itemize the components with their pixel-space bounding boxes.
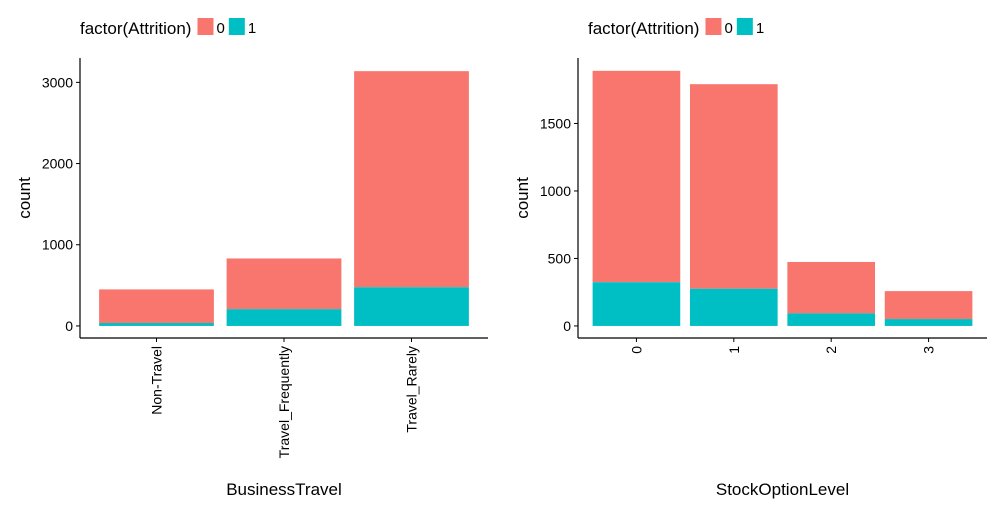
legend-label-0: 0 — [216, 20, 224, 37]
stock-option-level-panel: 0 500 1000 1500 0 1 2 3 StockOptionLevel count fac… — [513, 18, 987, 499]
bar-3-attrition-1 — [884, 319, 973, 326]
x-tick-label: 1 — [726, 346, 742, 354]
legend-swatch-1 — [228, 18, 245, 35]
business-travel-panel: 0 1000 2000 3000 Non-Travel Travel_Frequently… — [15, 18, 488, 499]
legend-title: factor(Attrition) — [80, 19, 191, 38]
legend-label-0: 0 — [724, 20, 732, 37]
legend: factor(Attrition) 0 1 — [80, 18, 256, 38]
y-tick-label: 500 — [548, 250, 572, 266]
x-tick-label: Travel_Frequently — [276, 346, 292, 458]
bar-3-attrition-0 — [884, 291, 973, 320]
x-tick-label: 2 — [823, 346, 839, 354]
y-tick-label: 3000 — [42, 74, 73, 90]
bar-travel-frequently-attrition-1 — [226, 309, 342, 326]
x-tick-label: Travel_Rarely — [404, 346, 420, 433]
x-tick-label: 3 — [921, 346, 937, 354]
x-tick-label: 0 — [628, 346, 644, 354]
bar-2-attrition-1 — [787, 313, 876, 326]
bar-0-attrition-1 — [592, 282, 681, 326]
y-tick-label: 1500 — [540, 115, 571, 131]
bar-travel-frequently-attrition-0 — [226, 258, 342, 310]
bar-travel-rarely-attrition-1 — [354, 287, 469, 326]
y-tick-label: 1000 — [540, 183, 571, 199]
y-tick-label: 0 — [65, 318, 73, 334]
bar-0-attrition-0 — [592, 70, 681, 283]
y-tick-label: 0 — [563, 318, 571, 334]
legend-swatch-0 — [705, 18, 722, 35]
y-axis-title: count — [15, 177, 34, 219]
legend-label-1: 1 — [756, 20, 764, 37]
bar-travel-rarely-attrition-0 — [354, 71, 469, 288]
legend-label-1: 1 — [248, 20, 256, 37]
x-axis-title: StockOptionLevel — [716, 480, 849, 499]
legend-swatch-1 — [736, 18, 753, 35]
x-axis-title: BusinessTravel — [226, 480, 342, 499]
bar-1-attrition-1 — [689, 288, 778, 326]
y-tick-label: 2000 — [42, 156, 73, 172]
y-axis-title: count — [513, 177, 532, 219]
x-tick-label: Non-Travel — [149, 346, 165, 415]
legend: factor(Attrition) 0 1 — [588, 18, 764, 38]
y-tick-label: 1000 — [42, 237, 73, 253]
legend-title: factor(Attrition) — [588, 19, 699, 38]
bar-non-travel-attrition-0 — [99, 289, 214, 324]
bar-2-attrition-0 — [787, 261, 876, 314]
legend-swatch-0 — [197, 18, 214, 35]
bar-non-travel-attrition-1 — [99, 323, 214, 326]
bar-1-attrition-0 — [689, 84, 778, 289]
